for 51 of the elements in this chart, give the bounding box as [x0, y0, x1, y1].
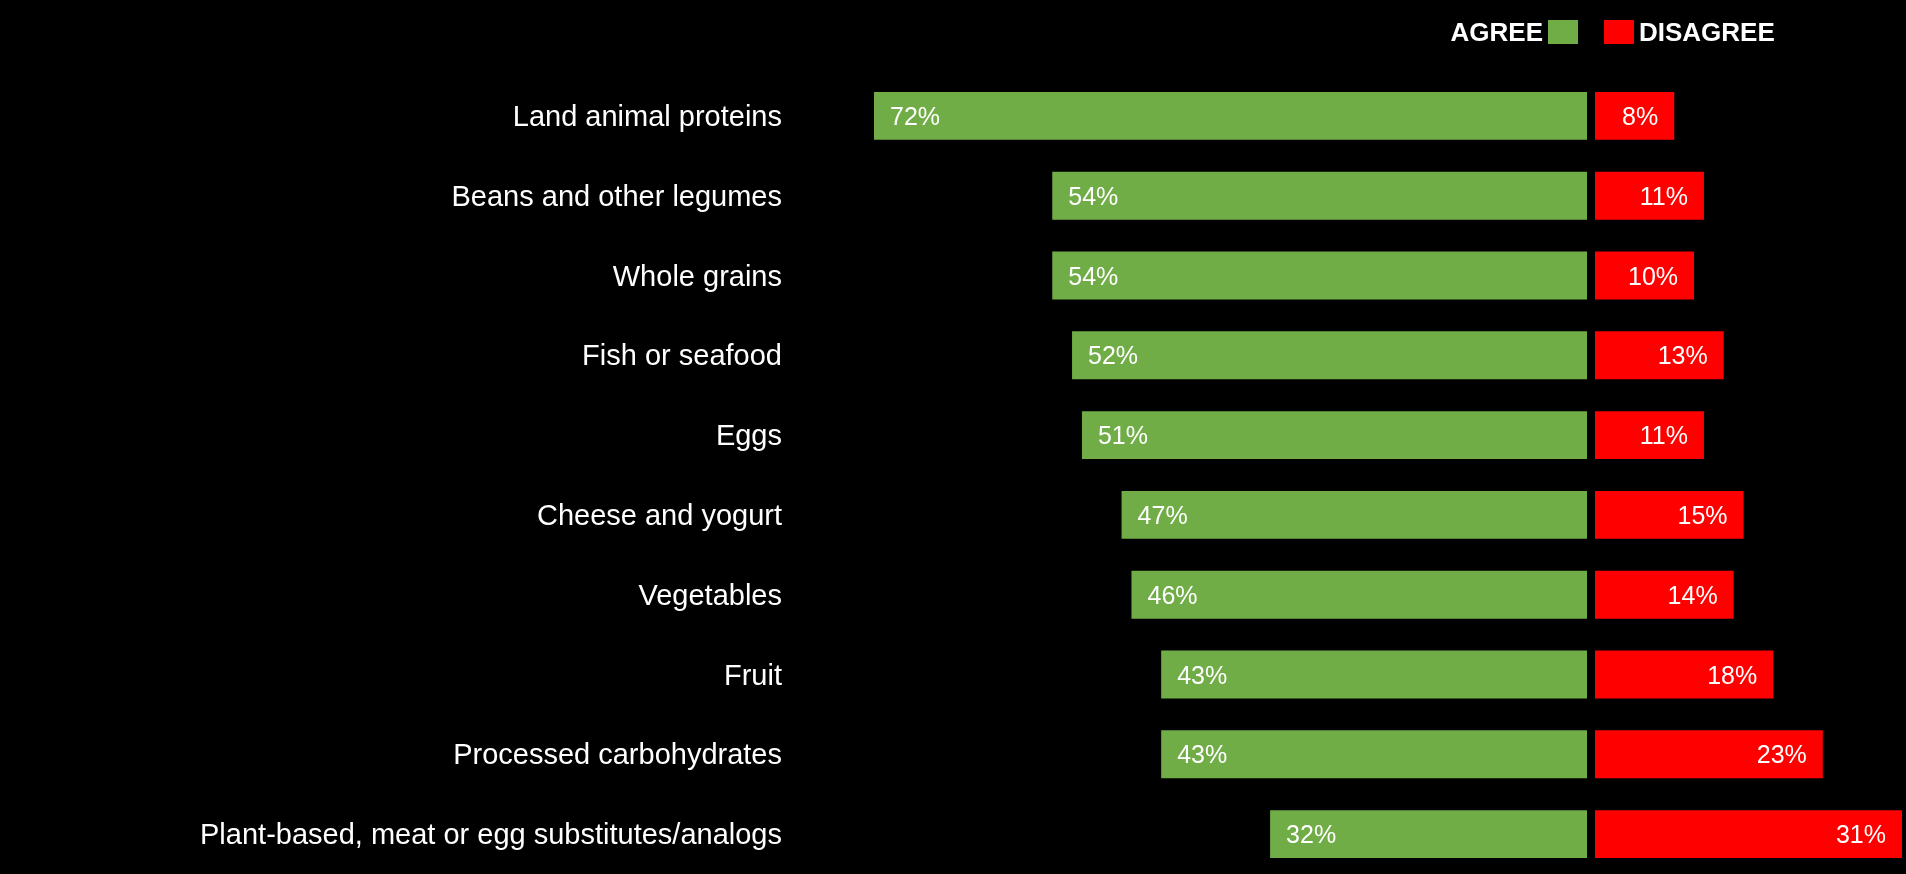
bar [1595, 411, 1704, 460]
bar [1161, 650, 1587, 699]
y-tick-label: Processed carbohydrates [453, 738, 782, 771]
bar [1052, 171, 1587, 220]
bar [1072, 331, 1587, 380]
data-label: 51% [1097, 421, 1149, 450]
data-label: 47% [1137, 500, 1188, 529]
data-label: 11% [1639, 421, 1688, 450]
bar [1595, 331, 1724, 380]
y-tick-label: Fish or seafood [582, 339, 782, 372]
data-label: 10% [1627, 261, 1679, 290]
bar [1595, 730, 1823, 779]
data-label: 13% [1657, 341, 1708, 370]
data-label: 43% [1177, 740, 1228, 769]
bar [1131, 570, 1587, 619]
data-label: 54% [1068, 261, 1119, 290]
data-label: 72% [890, 101, 941, 130]
data-label: 11% [1639, 181, 1688, 210]
y-tick-label: Plant-based, meat or egg substitutes/analogs [200, 818, 782, 851]
bar [1595, 650, 1774, 699]
bar [1595, 171, 1704, 220]
data-label: 23% [1756, 740, 1807, 769]
y-tick-label: Whole grains [612, 259, 782, 292]
data-label: 14% [1667, 580, 1718, 609]
y-tick-label: Vegetables [638, 578, 782, 611]
data-label: 31% [1835, 820, 1886, 849]
legend-label: AGREE [1450, 17, 1543, 47]
data-label: 8% [1622, 101, 1659, 130]
y-tick-label: Land animal proteins [512, 99, 782, 132]
bar [1081, 411, 1587, 460]
bar [1595, 490, 1744, 539]
y-tick-label: Beans and other legumes [451, 179, 782, 212]
bar [1121, 490, 1587, 539]
bar [1595, 91, 1675, 140]
data-label: 54% [1068, 181, 1119, 210]
bar [1161, 730, 1587, 779]
legend-label: DISAGREE [1639, 17, 1775, 47]
data-label: 43% [1177, 660, 1228, 689]
data-label: 18% [1707, 660, 1758, 689]
data-label: 52% [1088, 341, 1139, 370]
bar [1595, 810, 1902, 859]
bar [1270, 810, 1587, 859]
bar [1595, 570, 1734, 619]
data-label: 46% [1147, 580, 1198, 609]
y-tick-label: Eggs [715, 419, 782, 452]
bar [874, 91, 1587, 140]
data-label: 15% [1677, 500, 1728, 529]
data-label: 32% [1286, 820, 1337, 849]
y-tick-label: Fruit [724, 658, 782, 691]
y-tick-label: Cheese and yogurt [536, 498, 782, 531]
bar [1052, 251, 1587, 300]
